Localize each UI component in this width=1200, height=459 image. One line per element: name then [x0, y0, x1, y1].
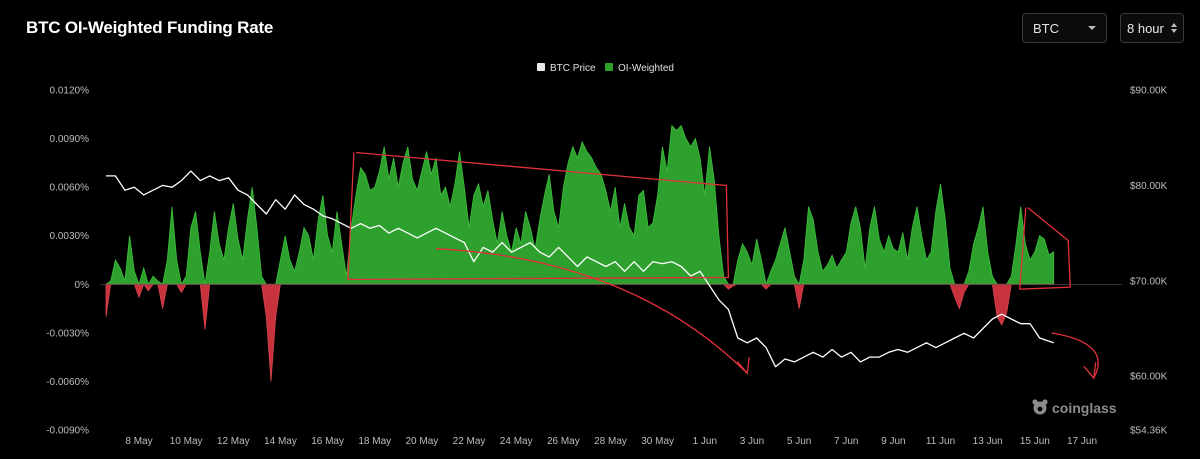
x-axis: 8 May 10 May 12 May 14 May 16 May 18 May 20 Ma…: [125, 436, 1097, 447]
x-axis-tick-label: 30 May: [641, 436, 674, 447]
left-axis: 0.0120% 0.0090% 0.0060% 0.0030% 0% -0.0030% -0…: [46, 86, 89, 437]
x-axis-tick-label: 7 Jun: [834, 436, 858, 447]
legend-entry[interactable]: OI-Weighted: [618, 63, 674, 74]
annotation-box: [347, 151, 730, 281]
x-axis-tick-label: 24 May: [500, 436, 533, 447]
chart-legend: BTC Price OI-Weighted: [537, 63, 674, 74]
btc-price-series: [106, 170, 1054, 368]
hand-drawn-annotations: [347, 151, 1099, 380]
coinglass-logo-icon: [1032, 399, 1048, 415]
page-title: BTC OI-Weighted Funding Rate: [26, 18, 274, 37]
x-axis-tick-label: 26 May: [547, 436, 580, 447]
x-axis-tick-label: 11 Jun: [926, 436, 955, 447]
x-axis-tick-label: 28 May: [594, 436, 627, 447]
left-axis-tick-label: 0.0120%: [50, 86, 90, 97]
x-axis-tick-label: 16 May: [311, 436, 344, 447]
x-axis-tick-label: 22 May: [453, 436, 486, 447]
btc-price-line: [106, 170, 1054, 368]
x-axis-tick-label: 9 Jun: [881, 436, 905, 447]
right-axis-tick-label: $60.00K: [1130, 372, 1168, 383]
funding-rate-areas: [100, 124, 1122, 382]
x-axis-tick-label: 14 May: [264, 436, 297, 447]
right-axis-tick-label: $54.36K: [1130, 426, 1168, 437]
legend-swatch: [537, 63, 545, 71]
interval-select-value: 8 hour: [1127, 20, 1164, 36]
x-axis-tick-label: 8 May: [125, 436, 152, 447]
right-axis-tick-label: $90.00K: [1130, 86, 1168, 97]
annotation-arrowhead: [1083, 362, 1097, 380]
right-axis-tick-label: $70.00K: [1130, 276, 1168, 287]
watermark-text: coinglass: [1052, 400, 1117, 416]
left-axis-tick-label: -0.0030%: [46, 328, 89, 339]
x-axis-tick-label: 18 May: [358, 436, 391, 447]
up-down-arrows-icon: [1171, 23, 1177, 33]
x-axis-tick-label: 12 May: [217, 436, 250, 447]
positive-funding-area: [105, 124, 1055, 286]
x-axis-tick-label: 15 Jun: [1020, 436, 1050, 447]
x-axis-tick-label: 1 Jun: [693, 436, 717, 447]
x-axis-tick-label: 5 Jun: [787, 436, 811, 447]
left-axis-tick-label: -0.0090%: [46, 426, 89, 437]
x-axis-tick-label: 17 Jun: [1067, 436, 1097, 447]
legend-entry[interactable]: BTC Price: [550, 63, 596, 74]
left-axis-tick-label: 0.0060%: [50, 183, 90, 194]
negative-funding-area: [105, 283, 1055, 382]
coinglass-watermark: coinglass: [1032, 399, 1117, 416]
left-axis-tick-label: 0%: [75, 280, 90, 291]
chevron-down-icon: [1088, 26, 1096, 30]
annotation-box: [1019, 207, 1071, 290]
annotation-arrow: [1051, 332, 1099, 379]
x-axis-tick-label: 10 May: [170, 436, 203, 447]
right-axis-tick-label: $80.00K: [1130, 181, 1168, 192]
right-axis: $90.00K $80.00K $70.00K $60.00K $54.36K: [1130, 86, 1168, 437]
left-axis-tick-label: 0.0090%: [50, 134, 90, 145]
x-axis-tick-label: 3 Jun: [740, 436, 764, 447]
x-axis-tick-label: 13 Jun: [973, 436, 1003, 447]
x-axis-tick-label: 20 May: [406, 436, 439, 447]
left-axis-tick-label: -0.0060%: [46, 377, 89, 388]
annotation-arrowhead: [736, 357, 750, 375]
interval-select[interactable]: 8 hour: [1120, 13, 1184, 43]
annotation-arrow: [436, 248, 748, 374]
left-axis-tick-label: 0.0030%: [50, 231, 90, 242]
coin-select[interactable]: BTC: [1022, 13, 1107, 43]
legend-swatch: [605, 63, 613, 71]
coin-select-value: BTC: [1033, 20, 1059, 36]
